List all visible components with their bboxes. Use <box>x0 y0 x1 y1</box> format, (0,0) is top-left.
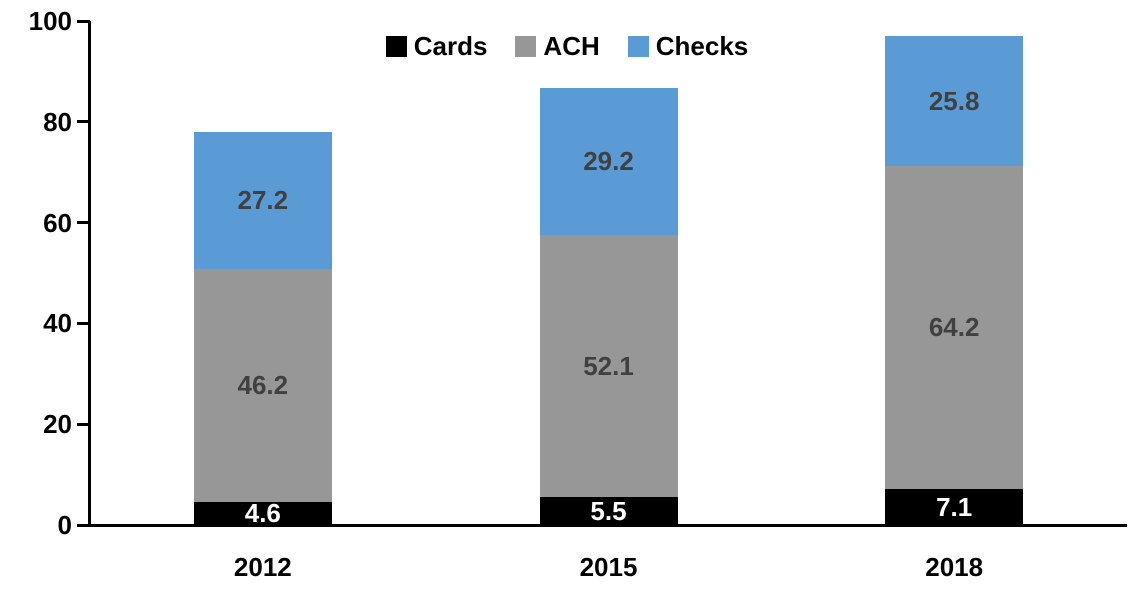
bar-segment-cards-2012: 4.6 <box>193 498 332 529</box>
legend-swatch-ach-icon <box>515 35 537 57</box>
legend-item-ach: ACH <box>515 31 600 61</box>
legend-label: Checks <box>655 31 749 61</box>
bar-segment-checks-2012: 27.2 <box>193 131 332 269</box>
x-axis-line <box>88 524 1127 527</box>
y-axis-tick <box>77 19 90 23</box>
y-axis-tick <box>77 422 90 426</box>
bar-segment-ach-2012: 46.2 <box>193 268 332 502</box>
y-axis-line <box>88 21 91 527</box>
y-axis-tick-label: 40 <box>43 308 72 339</box>
data-label: 52.1 <box>583 350 634 381</box>
bar-segment-cards-2015: 5.5 <box>539 496 678 527</box>
data-label: 7.1 <box>936 492 973 523</box>
y-axis-tick-label: 0 <box>57 510 72 540</box>
y-axis-tick <box>77 120 90 124</box>
data-label: 25.8 <box>928 85 980 116</box>
legend-label: ACH <box>543 31 600 61</box>
data-label: 5.5 <box>590 496 627 527</box>
legend-swatch-cards-icon <box>385 35 407 57</box>
y-axis-tick <box>77 221 90 225</box>
data-label: 46.2 <box>237 370 289 401</box>
data-label: 29.2 <box>583 146 634 177</box>
y-axis-tick-label: 60 <box>43 207 72 238</box>
bar-segment-ach-2018: 64.2 <box>885 165 1024 490</box>
bar-segment-ach-2015: 52.1 <box>539 234 678 498</box>
y-axis-tick-label: 80 <box>43 106 72 137</box>
bar-segment-checks-2015: 29.2 <box>539 87 678 235</box>
y-axis-tick <box>77 523 90 527</box>
x-axis-category-label: 2012 <box>233 552 292 582</box>
x-axis-category-label: 2018 <box>925 552 984 582</box>
legend-label: Cards <box>413 31 488 61</box>
bar-segment-cards-2018: 7.1 <box>885 489 1024 525</box>
x-axis-category-label: 2015 <box>579 552 638 582</box>
data-label: 4.6 <box>244 498 281 529</box>
chart-legend: Cards ACH Checks <box>0 33 1134 59</box>
data-label: 27.2 <box>237 185 289 216</box>
legend-item-cards: Cards <box>385 31 488 61</box>
y-axis-tick <box>77 321 90 325</box>
bar-segment-checks-2018: 25.8 <box>885 35 1024 166</box>
legend-swatch-checks-icon <box>627 35 649 57</box>
data-label: 64.2 <box>928 312 980 343</box>
legend-item-checks: Checks <box>627 31 749 61</box>
y-axis-tick-label: 20 <box>43 409 72 440</box>
y-axis-tick-label: 100 <box>28 6 72 36</box>
